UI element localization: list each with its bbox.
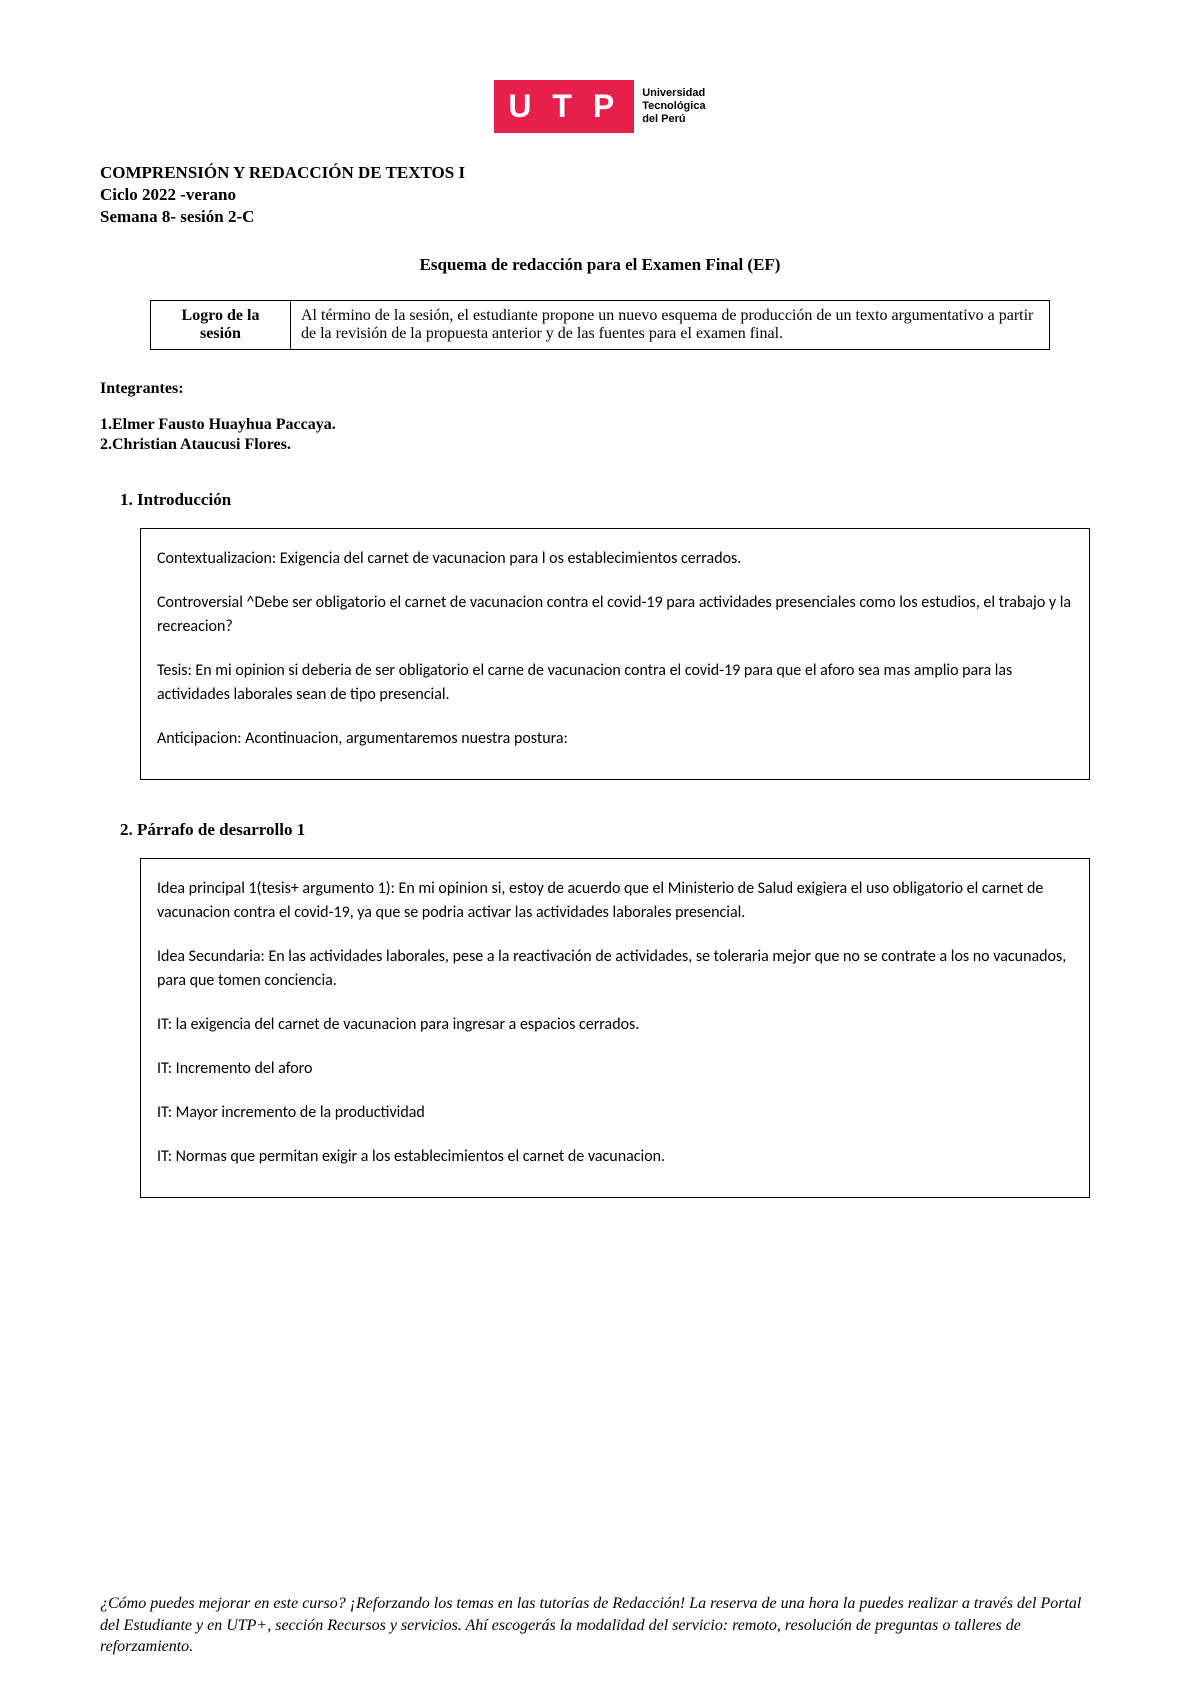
integrante-2: 2.Christian Ataucusi Flores.: [100, 436, 1100, 454]
section2-heading: 2. Párrafo de desarrollo 1: [120, 820, 1100, 840]
document-title: Esquema de redacción para el Examen Fina…: [100, 255, 1100, 275]
logro-text: Al término de la sesión, el estudiante p…: [291, 301, 1050, 350]
utp-tagline: Universidad Tecnológica del Perú: [642, 87, 705, 127]
tagline-line2: Tecnológica: [642, 100, 705, 113]
header-block: COMPRENSIÓN Y REDACCIÓN DE TEXTOS I Cicl…: [100, 163, 1100, 227]
logo-container: U T P Universidad Tecnológica del Perú: [100, 80, 1100, 133]
course-title: COMPRENSIÓN Y REDACCIÓN DE TEXTOS I: [100, 163, 1100, 183]
logro-label: Logro de la sesión: [151, 301, 291, 350]
section1-heading: 1. Introducción: [120, 490, 1100, 510]
section2-p3: IT: la exigencia del carnet de vacunacio…: [157, 1013, 1073, 1037]
section2-p5: IT: Mayor incremento de la productividad: [157, 1101, 1073, 1125]
section1-p4: Anticipacion: Acontinuacion, argumentare…: [157, 727, 1073, 751]
section1-box: Contextualizacion: Exigencia del carnet …: [140, 528, 1090, 780]
section2-p1: Idea principal 1(tesis+ argumento 1): En…: [157, 877, 1073, 925]
section2-p2: Idea Secundaria: En las actividades labo…: [157, 945, 1073, 993]
integrante-1: 1.Elmer Fausto Huayhua Paccaya.: [100, 416, 1100, 434]
section1-p1: Contextualizacion: Exigencia del carnet …: [157, 547, 1073, 571]
integrantes-list: 1.Elmer Fausto Huayhua Paccaya. 2.Christ…: [100, 416, 1100, 454]
tagline-line1: Universidad: [642, 87, 705, 100]
section2-box: Idea principal 1(tesis+ argumento 1): En…: [140, 858, 1090, 1198]
footer-note: ¿Cómo puedes mejorar en este curso? ¡Ref…: [100, 1593, 1100, 1658]
logo-box: U T P Universidad Tecnológica del Perú: [494, 80, 705, 133]
section2-p6: IT: Normas que permitan exigir a los est…: [157, 1145, 1073, 1169]
section1-p2: Controversial ^Debe ser obligatorio el c…: [157, 591, 1073, 639]
tagline-line3: del Perú: [642, 113, 705, 126]
integrantes-label: Integrantes:: [100, 380, 1100, 398]
section1-p3: Tesis: En mi opinion si deberia de ser o…: [157, 659, 1073, 707]
logro-table: Logro de la sesión Al término de la sesi…: [150, 300, 1050, 350]
section2-p4: IT: Incremento del aforo: [157, 1057, 1073, 1081]
utp-logo: U T P: [494, 80, 634, 133]
cycle-info: Ciclo 2022 -verano: [100, 185, 1100, 205]
week-session: Semana 8- sesión 2-C: [100, 207, 1100, 227]
